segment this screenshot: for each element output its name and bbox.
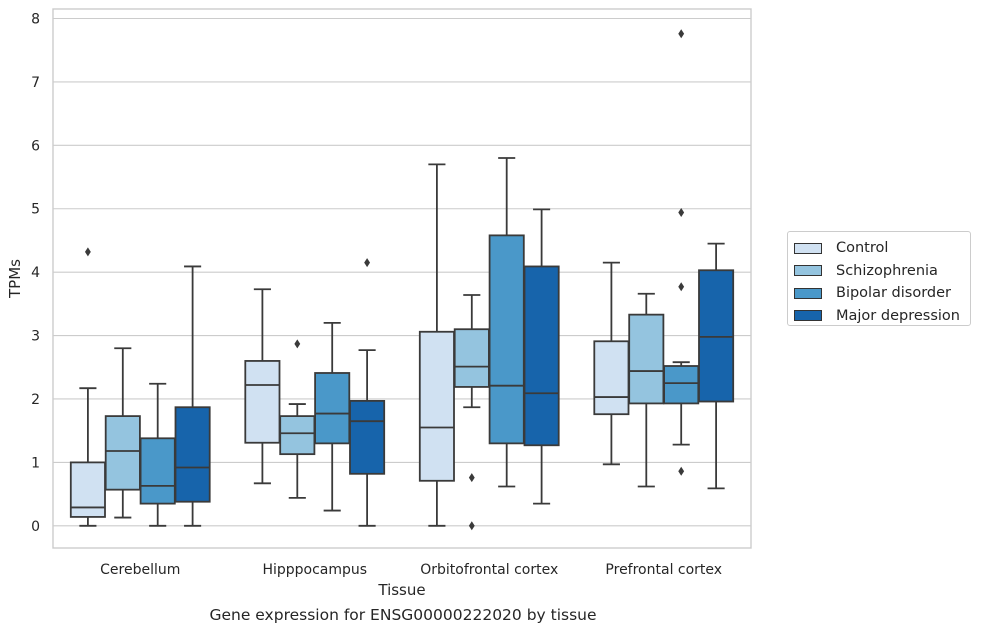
box-iqr <box>593 340 630 416</box>
outlier-point <box>678 282 685 292</box>
box-hipppocampus-control <box>244 288 281 485</box>
y-tick-label-1: 1 <box>31 455 40 471</box>
legend-label-control: Control <box>836 240 889 257</box>
y-tick-label-5: 5 <box>31 202 40 218</box>
outlier-point <box>294 339 301 349</box>
box-prefrontal-cortex-bipolar-disorder <box>663 29 700 476</box>
box-prefrontal-cortex-major-depression <box>698 242 735 490</box>
box-orbitofrontal-cortex-major-depression <box>523 208 560 505</box>
legend: Control Schizophrenia Bipolar disorder M… <box>787 231 971 326</box>
legend-swatch-bipolar-disorder <box>794 287 822 299</box>
outlier-point <box>468 521 475 531</box>
box-iqr <box>698 269 735 403</box>
x-tick-label-prefrontal-cortex: Prefrontal cortex <box>605 562 722 578</box>
outlier-point <box>84 247 91 257</box>
box-cerebellum-control <box>69 247 106 527</box>
y-tick-label-6: 6 <box>31 138 40 154</box>
legend-item-schizophrenia: Schizophrenia <box>794 260 970 283</box>
box-iqr <box>418 330 455 482</box>
box-hipppocampus-major-depression <box>349 258 386 527</box>
legend-label-schizophrenia: Schizophrenia <box>836 262 938 279</box>
box-iqr <box>349 399 386 475</box>
legend-item-bipolar-disorder: Bipolar disorder <box>794 282 970 305</box>
legend-label-bipolar-disorder: Bipolar disorder <box>836 285 951 302</box>
box-iqr <box>663 365 700 405</box>
box-iqr <box>453 328 490 388</box>
y-axis-title: TPMs <box>6 259 24 299</box>
box-iqr <box>174 406 211 503</box>
box-cerebellum-bipolar-disorder <box>139 382 176 527</box>
box-iqr <box>104 415 141 491</box>
outlier-point <box>678 466 685 476</box>
box-iqr <box>279 415 316 456</box>
y-tick-label-0: 0 <box>31 519 40 535</box>
box-orbitofrontal-cortex-bipolar-disorder <box>488 157 525 488</box>
legend-swatch-control <box>794 242 822 254</box>
legend-swatch-schizophrenia <box>794 265 822 277</box>
x-tick-label-orbitofrontal-cortex: Orbitofrontal cortex <box>420 562 558 578</box>
y-tick-label-7: 7 <box>31 75 40 91</box>
box-hipppocampus-bipolar-disorder <box>314 321 351 512</box>
legend-swatch-major-depression <box>794 310 822 322</box>
box-iqr <box>488 234 525 445</box>
x-tick-label-hipppocampus: Hipppocampus <box>262 562 367 578</box>
box-iqr <box>69 461 106 518</box>
legend-label-major-depression: Major depression <box>836 307 960 324</box>
box-orbitofrontal-cortex-control <box>418 163 455 527</box>
box-cerebellum-schizophrenia <box>104 347 141 519</box>
y-tick-label-8: 8 <box>31 12 40 28</box>
chart-caption: Gene expression for ENSG00000222020 by t… <box>209 606 597 624</box>
y-tick-label-3: 3 <box>31 329 40 345</box>
box-prefrontal-cortex-schizophrenia <box>628 292 665 488</box>
y-tick-label-2: 2 <box>31 392 40 408</box>
legend-item-control: Control <box>794 237 970 260</box>
box-orbitofrontal-cortex-schizophrenia <box>453 294 490 531</box>
plot-frame <box>52 8 752 549</box>
x-tick-label-cerebellum: Cerebellum <box>100 562 180 578</box>
x-axis-title: Tissue <box>377 581 425 599</box>
legend-item-major-depression: Major depression <box>794 305 970 328</box>
box-iqr <box>523 265 560 447</box>
outlier-point <box>678 208 685 218</box>
box-prefrontal-cortex-control <box>593 261 630 466</box>
box-iqr <box>628 313 665 405</box>
box-hipppocampus-schizophrenia <box>279 339 316 499</box>
box-iqr <box>139 437 176 505</box>
outlier-point <box>468 473 475 483</box>
box-iqr <box>314 372 351 445</box>
outlier-point <box>678 29 685 39</box>
box-cerebellum-major-depression <box>174 265 211 527</box>
y-tick-label-4: 4 <box>31 265 40 281</box>
outlier-point <box>364 258 371 268</box>
box-iqr <box>244 360 281 444</box>
